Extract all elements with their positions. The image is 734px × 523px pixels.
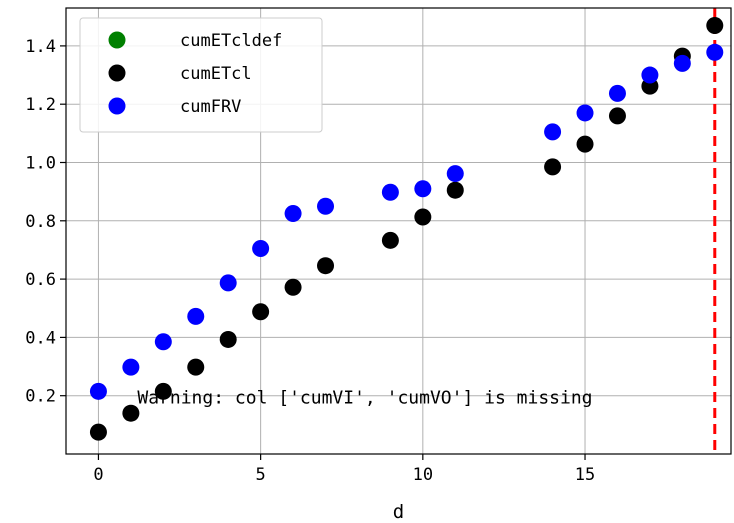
point-cumetcl [414, 208, 432, 226]
x-tick-label: 10 [413, 465, 433, 485]
point-cumfrv [154, 333, 172, 351]
y-tick-label: 1.4 [25, 37, 56, 57]
y-tick-label: 1.0 [25, 153, 56, 173]
warning-annotation: Warning: col ['cumVI', 'cumVO'] is missi… [137, 388, 592, 409]
y-tick-label: 0.2 [25, 387, 56, 407]
point-cumetcl [284, 278, 302, 296]
point-cumetcl [576, 135, 594, 153]
legend-label: cumETcl [180, 64, 252, 84]
point-cumfrv [122, 358, 140, 376]
point-cumetcl [154, 382, 172, 400]
point-cumfrv [608, 84, 626, 102]
point-cumetcl [706, 16, 724, 34]
point-cumfrv [187, 307, 205, 325]
point-cumfrv [317, 197, 335, 215]
point-cumfrv [446, 165, 464, 183]
legend-box [79, 17, 323, 133]
point-cumetcl [317, 257, 335, 275]
point-cumfrv [89, 382, 107, 400]
x-tick-label: 15 [575, 465, 595, 485]
point-cumetcl [187, 358, 205, 376]
point-cumfrv [219, 274, 237, 292]
point-cumetcl [446, 181, 464, 199]
y-tick-label: 1.2 [25, 95, 56, 115]
point-cumetcl [219, 330, 237, 348]
point-cumfrv [673, 54, 691, 72]
point-cumfrv [284, 205, 302, 223]
point-cumetcl [608, 107, 626, 125]
point-cumetcl [381, 231, 399, 249]
legend-label: cumFRV [180, 97, 241, 117]
point-cumfrv [252, 239, 270, 257]
point-cumfrv [544, 123, 562, 141]
point-cumetcl [122, 404, 140, 422]
x-tick-label: 5 [256, 465, 266, 485]
legend-marker [108, 31, 126, 49]
point-cumetcl [89, 423, 107, 441]
axis-ticks: 0 5 10 15 0.2 0.4 0.6 0.8 1.0 1.2 1.4 [25, 37, 595, 485]
legend-label: cumETcldef [180, 31, 282, 51]
point-cumfrv [414, 180, 432, 198]
point-cumfrv [576, 104, 594, 122]
point-cumetcl [544, 158, 562, 176]
legend: cumETcldef cumETcl cumFRV [79, 17, 323, 133]
x-tick-label: 0 [93, 465, 103, 485]
y-tick-label: 0.4 [25, 328, 56, 348]
legend-marker [108, 97, 126, 115]
legend-marker [108, 64, 126, 82]
y-tick-label: 0.8 [25, 212, 56, 232]
point-cumfrv [641, 66, 659, 84]
point-cumfrv [381, 183, 399, 201]
point-cumetcl [252, 303, 270, 321]
y-tick-label: 0.6 [25, 270, 56, 290]
data-points [89, 16, 724, 441]
x-axis-label: d [393, 501, 404, 523]
point-cumfrv [706, 43, 724, 61]
plot-frame [65, 7, 732, 455]
